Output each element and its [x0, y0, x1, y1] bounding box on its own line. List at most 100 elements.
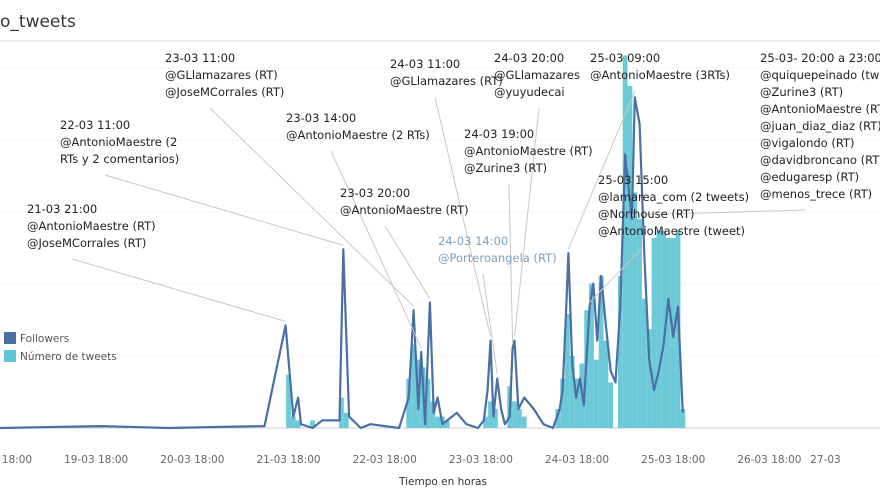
annotation-title: 24-03 20:00 — [494, 51, 564, 65]
annotation-title: 24-03 19:00 — [464, 127, 534, 141]
annotation-leader — [567, 90, 636, 250]
annotation-title: 25-03- 20:00 a 23:00 — [760, 51, 880, 65]
annotation-line: @Norihouse (RT) — [598, 207, 695, 221]
annotation-line: @GLlamazares (RT) — [165, 68, 278, 82]
legend: Followers Número de tweets — [4, 332, 117, 363]
tweet-bar — [574, 378, 580, 428]
tweet-bar — [589, 283, 594, 428]
annotation-title: 23-03 14:00 — [286, 111, 356, 125]
annotation-line: @AntonioMaestre (RT — [760, 102, 880, 116]
annotation-line: @AntonioMaestre (RT) — [464, 144, 593, 158]
annotation-title: 25-03 09:00 — [590, 51, 660, 65]
annotation-line: @AntonioMaestre (RT) — [340, 203, 469, 217]
tweet-bar — [632, 192, 638, 428]
annotations: 21-03 21:00 @AntonioMaestre (RT) @JoseMCor… — [27, 51, 880, 265]
annotation-line: @Zurine3 (RT) — [760, 85, 843, 99]
annotation-line: @edugaresp (RT) — [760, 170, 859, 184]
tweet-bar — [435, 416, 440, 428]
tweet-bar — [598, 276, 604, 428]
annotation-leader — [209, 107, 414, 307]
annotation-line: @Zurine3 (RT) — [464, 161, 547, 175]
tweet-bar — [641, 298, 647, 428]
annotation-leaders — [71, 90, 806, 375]
tweet-bar — [627, 86, 633, 428]
annotation-line: @lamarea_com (2 tweets) — [598, 190, 749, 204]
legend-swatch — [4, 350, 16, 362]
x-tick-label: 18-03 18:00 — [0, 454, 32, 466]
x-axis-ticks: 18-03 18:00 19-03 18:00 20-03 18:00 21-03 1… — [0, 454, 841, 466]
x-tick-label: 23-03 18:00 — [449, 454, 513, 466]
annotation-line: @Porteroangela (RT) — [438, 251, 557, 265]
x-tick-label: 22-03 18:00 — [353, 454, 417, 466]
tweet-bar — [286, 374, 291, 428]
tweets-bars — [286, 55, 686, 428]
tweet-bar — [444, 420, 450, 428]
tweet-bar — [569, 355, 575, 428]
annotation-line: @GLlamazares — [494, 68, 580, 82]
annotation-leader — [384, 225, 431, 299]
annotation-line: @AntonioMaestre (2 RTs) — [286, 128, 430, 142]
x-tick-label: 24-03 18:00 — [545, 454, 609, 466]
annotation-title: 25-03 15:00 — [598, 173, 668, 187]
tweet-bar — [622, 55, 628, 428]
annotation-title: 24-03 14:00 — [438, 234, 508, 248]
annotation-line: @JoseMCorrales (RT) — [27, 236, 146, 250]
annotation-leader — [104, 174, 344, 246]
tweet-bar — [411, 344, 416, 428]
tweet-bar — [406, 378, 412, 428]
x-tick-label: 21-03 18:00 — [256, 454, 320, 466]
tweet-bar — [488, 401, 493, 428]
tweet-bar — [339, 397, 344, 428]
tweet-bar — [560, 378, 566, 428]
tweet-bar — [343, 412, 349, 428]
x-axis-title: Tiempo en horas — [398, 476, 487, 488]
x-tick-label: 26-03 18:00 — [737, 454, 801, 466]
annotation-line: @juan_diaz_diaz (RT) — [760, 119, 880, 133]
annotation-line: @AntonioMaestre (RT) — [27, 219, 156, 233]
annotation-line: @davidbroncano (RT) — [760, 153, 880, 167]
x-tick-label: 27-03 — [810, 454, 841, 466]
tweet-bar — [555, 409, 561, 428]
annotation-line: @AntonioMaestre (3RTs) — [590, 68, 730, 82]
tweet-bar — [656, 230, 662, 428]
tweet-bar — [492, 409, 498, 428]
annotation-line: @AntonioMaestre (tweet) — [598, 224, 745, 238]
tweet-bar — [680, 409, 686, 428]
annotation-leader — [631, 209, 806, 216]
annotation-leader — [434, 96, 491, 337]
x-tick-label: 20-03 18:00 — [160, 454, 224, 466]
tweet-bar — [603, 340, 609, 428]
tweet-bar — [608, 382, 614, 428]
annotation-line: @JoseMCorrales (RT) — [165, 85, 284, 99]
annotation-title: 24-03 11:00 — [390, 57, 460, 71]
tweet-bar — [512, 401, 517, 428]
tweet-bar — [290, 416, 296, 428]
tweet-bar — [661, 230, 667, 428]
tweet-bar — [646, 329, 652, 428]
annotation-leader — [330, 150, 422, 349]
tweet-bar — [516, 409, 522, 428]
chart-title: o_tweets — [0, 12, 76, 32]
annotation-leader — [589, 246, 644, 303]
tweet-bar — [310, 420, 315, 428]
annotation-leader — [482, 273, 498, 375]
annotation-line: @yuyudecai — [494, 85, 565, 99]
tweet-bar — [425, 378, 431, 428]
annotation-title: 23-03 11:00 — [165, 51, 235, 65]
tweet-bar — [617, 276, 623, 428]
annotation-leader — [71, 258, 286, 322]
x-tick-label: 25-03 18:00 — [641, 454, 705, 466]
tweet-bar — [521, 416, 527, 428]
legend-label: Número de tweets — [20, 351, 117, 363]
followers-line — [0, 96, 684, 430]
annotation-title: 23-03 20:00 — [340, 186, 410, 200]
tweet-bar — [666, 238, 671, 428]
annotation-line: @AntonioMaestre (2 — [60, 135, 177, 149]
annotation-leader — [514, 107, 540, 337]
legend-label: Followers — [20, 333, 69, 345]
tweet-bar — [295, 420, 301, 428]
annotation-title: 21-03 21:00 — [27, 202, 97, 216]
annotation-line: @GLlamazares (RT) — [390, 74, 503, 88]
tweet-bar — [565, 314, 570, 428]
tweet-bar — [593, 359, 599, 428]
